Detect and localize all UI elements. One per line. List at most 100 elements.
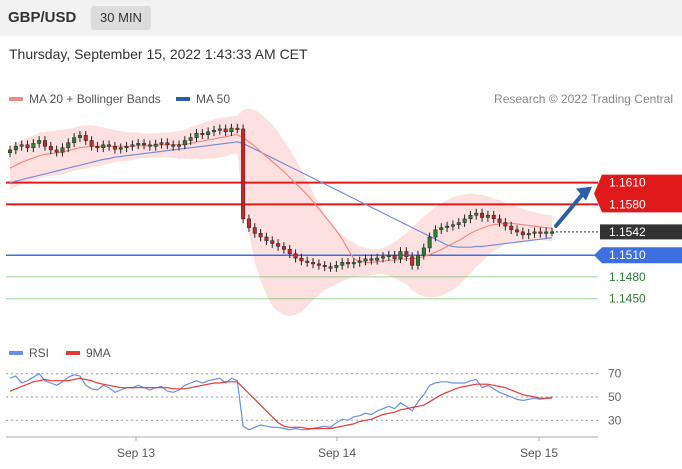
- candle-body: [305, 260, 310, 263]
- level-label-resistance-2: 1.1580: [609, 197, 646, 211]
- legend-ma20: MA 20 + Bollinger Bands: [9, 92, 161, 106]
- candle-body: [112, 146, 117, 150]
- resistance-box: [594, 174, 682, 213]
- support-box: [594, 247, 682, 264]
- timestamp: Thursday, September 15, 2022 1:43:33 AM …: [9, 46, 308, 62]
- candle-body: [340, 262, 345, 266]
- timeframe-button[interactable]: 30 MIN: [91, 6, 151, 30]
- candle-body: [532, 231, 537, 234]
- candle-body: [468, 214, 473, 220]
- candle-body: [171, 144, 176, 147]
- candle-body: [101, 144, 106, 148]
- symbol-title: GBP/USD: [8, 9, 77, 26]
- candle-body: [188, 137, 193, 141]
- candle-body: [60, 147, 65, 153]
- candle-body: [369, 258, 374, 261]
- candle-body: [276, 243, 281, 247]
- candle-body: [95, 146, 100, 149]
- candle-body: [433, 229, 438, 238]
- ma20-swatch: [9, 96, 23, 101]
- x-tick-label: Sep 14: [318, 446, 356, 460]
- candle-body: [316, 263, 321, 266]
- candle-body: [31, 143, 36, 149]
- candle-body: [351, 262, 356, 265]
- level-label-target-1: 1.1480: [609, 270, 646, 284]
- candle-body: [328, 266, 333, 269]
- candle-body: [474, 212, 479, 216]
- candle-body: [375, 257, 380, 261]
- candle-body: [258, 233, 263, 238]
- level-label-support-1: 1.1510: [609, 248, 646, 262]
- candle-body: [252, 227, 257, 234]
- candle-body: [311, 262, 316, 265]
- candle-body: [427, 236, 432, 249]
- legend-9ma: 9MA: [66, 346, 111, 360]
- candle-body: [520, 231, 525, 236]
- candle-body: [118, 147, 123, 150]
- candle-body: [182, 140, 187, 146]
- candle-body: [107, 144, 112, 147]
- rsi-series-9ma: [9, 377, 552, 430]
- ma50-label: MA 50: [196, 92, 231, 106]
- candle-body: [72, 137, 77, 143]
- candle-body: [497, 218, 502, 223]
- candle-body: [450, 224, 455, 227]
- candle-body: [54, 149, 59, 153]
- rsi-swatch: [9, 350, 23, 355]
- candle-body: [165, 142, 170, 146]
- candle-body: [159, 142, 164, 145]
- candle-body: [509, 225, 514, 230]
- legend-ma50: MA 50: [176, 92, 230, 106]
- ma20-label: MA 20 + Bollinger Bands: [29, 92, 161, 106]
- candle-body: [538, 231, 543, 234]
- legend-rsi: RSI: [9, 346, 49, 360]
- candle-body: [480, 212, 485, 218]
- candle-body: [398, 251, 403, 260]
- candle-body: [515, 229, 520, 233]
- candle-body: [404, 251, 409, 257]
- candle-body: [415, 254, 420, 266]
- forecast-arrow-head: [576, 186, 592, 201]
- candle-body: [211, 130, 216, 133]
- candle-body: [246, 218, 251, 228]
- candle-body: [25, 144, 30, 148]
- candle-body: [526, 233, 531, 236]
- candle-body: [124, 146, 129, 149]
- candle-body: [83, 135, 88, 141]
- candle-body: [19, 144, 24, 147]
- candle-body: [142, 143, 147, 146]
- candle-body: [66, 142, 71, 149]
- candle-body: [153, 143, 158, 147]
- candle-body: [177, 144, 182, 147]
- x-tick-label: Sep 13: [117, 446, 155, 460]
- candle-body: [503, 222, 508, 227]
- candle-body: [386, 254, 391, 257]
- candle-body: [194, 132, 199, 138]
- candle-body: [48, 146, 53, 151]
- candle-body: [410, 256, 415, 266]
- candle-body: [89, 140, 94, 147]
- rsi-series-rsi: [9, 372, 553, 431]
- candle-body: [147, 144, 152, 147]
- candle-body: [281, 246, 286, 250]
- candle-body: [8, 149, 13, 154]
- candle-body: [550, 231, 555, 234]
- candle-body: [293, 253, 298, 259]
- rsi-tick-label: 50: [608, 390, 622, 404]
- level-label-current: 1.1542: [609, 225, 646, 239]
- rsi-tick-label: 30: [608, 413, 622, 427]
- candle-body: [13, 146, 18, 151]
- ma50-line: [9, 141, 553, 248]
- candle-body: [206, 131, 211, 135]
- candle-body: [77, 135, 82, 138]
- candle-body: [270, 240, 275, 244]
- forecast-arrow-shaft: [554, 190, 586, 228]
- candle-body: [264, 236, 269, 241]
- x-tick-label: Sep 15: [520, 446, 558, 460]
- candle-body: [136, 143, 141, 146]
- top-bar: GBP/USD 30 MIN: [0, 0, 682, 36]
- ma50-swatch: [176, 96, 190, 101]
- candle-body: [357, 260, 362, 263]
- candle-body: [456, 222, 461, 225]
